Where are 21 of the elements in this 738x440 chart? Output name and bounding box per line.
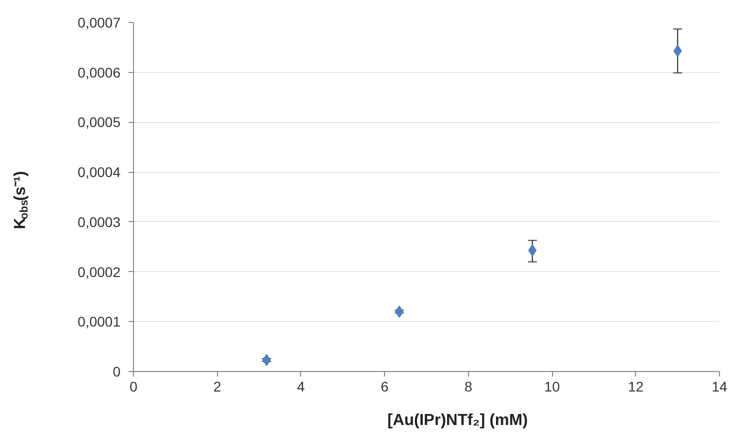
x-tick-label: 8: [464, 378, 472, 394]
y-tick-label: 0,0005: [78, 114, 121, 130]
x-tick-label: 0: [130, 378, 138, 394]
y-tick-label: 0,0004: [78, 164, 121, 180]
y-tick-label: 0,0007: [78, 14, 121, 30]
y-tick-label: 0,0006: [78, 64, 121, 80]
point: [528, 244, 537, 256]
x-tick-label: 4: [297, 378, 306, 394]
x-tick-label: 10: [544, 378, 560, 394]
x-tick-label: 2: [213, 378, 222, 394]
y-tick-label: 0,0003: [78, 214, 121, 230]
x-tick-label: 12: [628, 378, 644, 394]
x-tick-label: 6: [380, 378, 389, 394]
y-axis-title: Kobs(s⁻¹): [12, 170, 30, 230]
x-tick-label: 14: [712, 378, 728, 394]
y-tick-label: 0: [112, 364, 121, 380]
point: [673, 44, 682, 57]
y-tick-label: 0,0002: [78, 264, 121, 280]
y-tick-label: 0,0001: [78, 314, 121, 330]
point: [262, 354, 271, 366]
x-axis-title: [Au(IPr)NTf₂] (mM): [387, 412, 528, 429]
